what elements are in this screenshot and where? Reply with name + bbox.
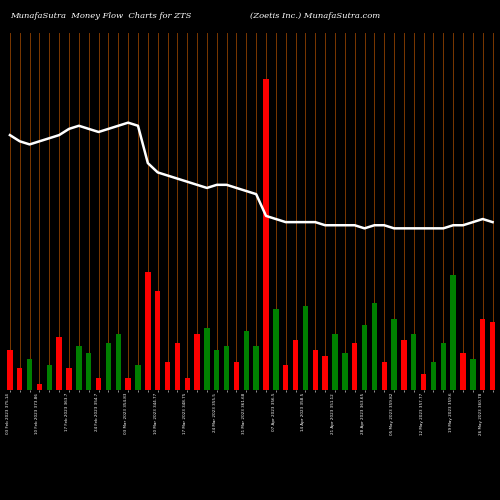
Bar [273,309,278,390]
Bar [194,334,200,390]
Bar [126,378,131,390]
Bar [450,275,456,390]
Bar [56,337,62,390]
Bar [283,365,288,390]
Bar [460,352,466,390]
Bar [264,79,268,390]
Bar [293,340,298,390]
Bar [96,378,102,390]
Bar [155,290,160,390]
Bar [27,359,32,390]
Bar [392,318,397,390]
Bar [145,272,150,390]
Bar [136,365,140,390]
Bar [421,374,426,390]
Bar [86,352,92,390]
Bar [37,384,42,390]
Bar [66,368,71,390]
Bar [7,350,12,390]
Bar [470,359,476,390]
Bar [312,350,318,390]
Bar [214,350,220,390]
Bar [17,368,22,390]
Text: (Zoetis Inc.) MunafaSutra.com: (Zoetis Inc.) MunafaSutra.com [250,12,380,20]
Bar [302,306,308,390]
Bar [234,362,239,390]
Bar [372,303,377,390]
Bar [254,346,259,390]
Bar [490,322,496,390]
Text: MunafaSutra  Money Flow  Charts for ZTS: MunafaSutra Money Flow Charts for ZTS [10,12,192,20]
Bar [165,362,170,390]
Bar [244,331,249,390]
Bar [332,334,338,390]
Bar [440,344,446,390]
Bar [411,334,416,390]
Bar [184,378,190,390]
Bar [116,334,121,390]
Bar [480,318,486,390]
Bar [174,344,180,390]
Bar [76,346,82,390]
Bar [382,362,387,390]
Bar [46,365,52,390]
Bar [204,328,210,390]
Bar [342,352,347,390]
Bar [224,346,230,390]
Bar [106,344,111,390]
Bar [431,362,436,390]
Bar [322,356,328,390]
Bar [352,344,358,390]
Bar [362,324,367,390]
Bar [401,340,406,390]
